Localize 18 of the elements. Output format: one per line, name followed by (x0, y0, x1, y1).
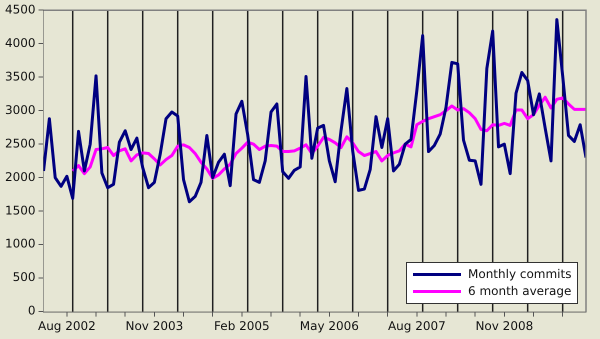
y-tick-label: 1500 (4, 203, 36, 218)
y-tick-label: 1000 (4, 236, 36, 251)
y-tick-label: 500 (12, 270, 36, 284)
y-tick-label: 4000 (4, 36, 36, 50)
y-tick-label: 3500 (4, 69, 36, 84)
legend-label: 6 month average (468, 284, 572, 298)
x-tick-label: May 2006 (300, 318, 359, 333)
y-tick-label: 2500 (4, 136, 36, 150)
y-tick-label: 0 (28, 304, 36, 318)
x-tick-label: Aug 2002 (38, 318, 96, 333)
x-tick-label: Nov 2003 (125, 318, 184, 333)
x-tick-label: Feb 2005 (214, 318, 270, 333)
y-tick-label: 4500 (4, 2, 36, 16)
x-tick-label: Nov 2008 (475, 318, 534, 333)
y-tick-label: 3000 (4, 102, 36, 117)
y-tick-label: 2000 (4, 170, 36, 184)
x-tick-label: Aug 2007 (388, 318, 446, 333)
legend-label: Monthly commits (468, 267, 572, 282)
